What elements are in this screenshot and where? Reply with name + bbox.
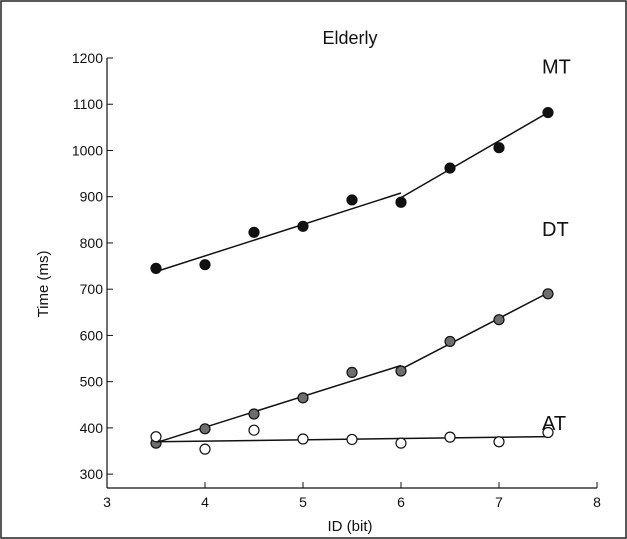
- x-tick-label: 5: [299, 494, 307, 510]
- dt-data-point: [248, 408, 260, 420]
- mt-data-point: [199, 259, 211, 271]
- at-data-point: [395, 437, 407, 449]
- mt-data-point: [248, 226, 260, 238]
- at-fit-line: [155, 437, 402, 443]
- y-tick-label: 1200: [72, 50, 103, 66]
- x-tick-label: 4: [201, 494, 209, 510]
- dt-data-point: [346, 366, 358, 379]
- y-axis-label: Time (ms): [35, 251, 52, 318]
- x-axis-label: ID (bit): [328, 518, 373, 535]
- at-data-point: [248, 424, 260, 436]
- y-tick-label: 1100: [73, 96, 103, 112]
- mt-fit-line: [155, 192, 402, 273]
- dt-data-point: [444, 335, 456, 348]
- at-data-point: [150, 431, 162, 443]
- y-tick-label: 600: [80, 327, 104, 343]
- x-tick-label: 8: [593, 494, 601, 510]
- x-tick-label: 7: [495, 494, 503, 510]
- mt-series-label: MT: [542, 56, 571, 78]
- mt-data-point: [395, 196, 407, 208]
- at-data-point: [542, 426, 554, 439]
- dt-data-point: [297, 392, 309, 404]
- mt-data-point: [297, 220, 309, 232]
- at-data-point: [444, 431, 456, 443]
- chart-title: Elderly: [322, 28, 377, 48]
- mt-data-point: [542, 106, 554, 119]
- y-tick-label: 300: [80, 466, 104, 482]
- y-tick-label: 400: [80, 420, 104, 436]
- mt-data-point: [444, 162, 456, 174]
- dt-data-point: [493, 314, 505, 326]
- dt-data-point: [395, 365, 407, 377]
- mt-fit-line: [400, 111, 549, 199]
- mt-data-point: [150, 262, 162, 274]
- x-tick-label: 3: [103, 494, 111, 510]
- mt-data-point: [493, 142, 505, 154]
- dt-data-point: [542, 288, 554, 300]
- mt-data-point: [346, 194, 358, 206]
- at-fit-line: [400, 435, 549, 440]
- at-data-point: [346, 433, 358, 446]
- y-tick-label: 1000: [72, 142, 103, 158]
- at-data-point: [199, 443, 211, 455]
- plot-area: 3 4 5 6 7 8 300 400 500 600 700 800 900 1000 1100 1200 M…: [72, 50, 601, 510]
- y-tick-label: 800: [80, 235, 104, 251]
- at-data-point: [493, 436, 505, 448]
- x-tick-label: 6: [397, 494, 405, 510]
- at-data-point: [297, 433, 309, 445]
- dt-fit-line: [400, 292, 549, 370]
- dt-series-label: DT: [542, 219, 569, 241]
- y-tick-label: 700: [80, 281, 104, 297]
- y-tick-label: 500: [80, 374, 104, 390]
- dt-data-point: [199, 423, 211, 435]
- at-series-label: AT: [542, 413, 566, 435]
- y-tick-label: 900: [80, 189, 104, 205]
- dt-fit-line: [155, 364, 402, 444]
